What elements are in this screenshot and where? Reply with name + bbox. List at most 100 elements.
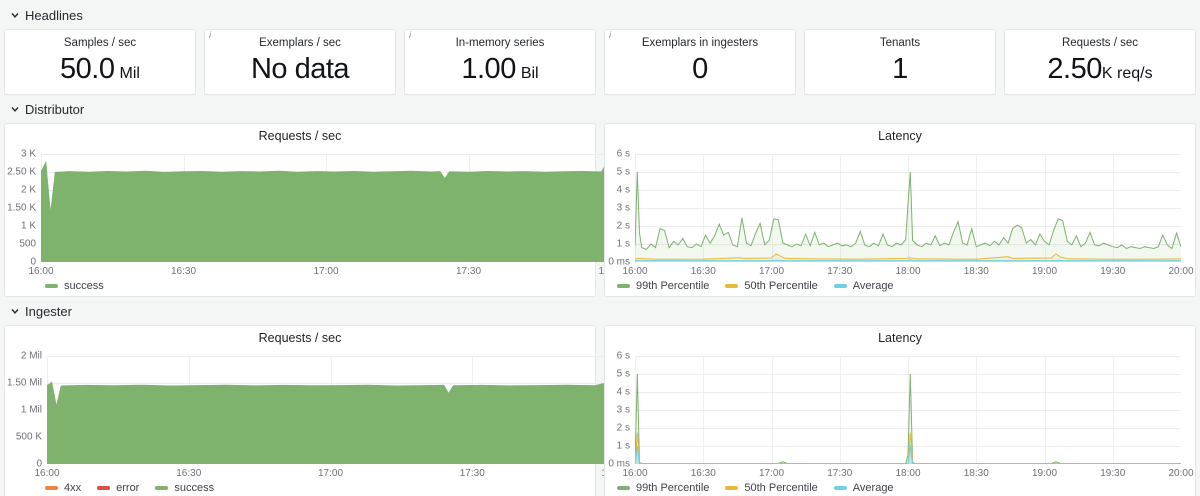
section-title: Distributor: [25, 101, 85, 117]
panel-distributor-requests: Requests / sec 0 500 1 K 1.50 K 2 K 2.50 K 3 K 1…: [4, 123, 1194, 297]
stat-value-number: 50.0: [60, 53, 115, 85]
y-axis: 0 500 K 1 Mil 1.50 Mil 2 Mil: [5, 350, 47, 470]
legend-color-mark: [833, 485, 847, 490]
x-tick-label: 20:00: [1168, 266, 1194, 277]
x-tick-label: 16:30: [170, 266, 197, 277]
chevron-down-icon: [10, 306, 20, 316]
stat-panel-0: Samples / sec 50.0 Mil: [4, 29, 196, 95]
legend-item-99th-percentile[interactable]: 99th Percentile: [617, 482, 709, 494]
section-header-distributor[interactable]: Distributor: [10, 101, 1196, 117]
stat-value-number: 1.00: [461, 53, 516, 85]
legend-label: 50th Percentile: [744, 279, 818, 292]
x-tick-label: 17:00: [758, 468, 785, 479]
y-tick-label: 2.50 K: [7, 166, 36, 178]
chart-plot[interactable]: [47, 350, 1181, 464]
y-tick-label: 5 s: [616, 166, 630, 178]
section-header-ingester[interactable]: Ingester: [10, 303, 1196, 319]
x-tick-label: 17:00: [317, 468, 344, 479]
info-icon[interactable]: i: [409, 30, 411, 40]
ingester-panel-row: Requests / sec 0 500 K 1 Mil 1.50 Mil 2 Mil 16…: [4, 325, 1196, 496]
panel-ingester-requests: Requests / sec 0 500 K 1 Mil 1.50 Mil 2 Mil 16…: [4, 325, 1194, 496]
x-tick-label: 17:00: [758, 266, 785, 277]
x-axis: 16:00 16:30 17:00 17:30 18:00 18:30 19:00 19:30…: [34, 466, 1193, 480]
x-tick-label: 19:30: [1100, 468, 1126, 479]
y-tick-label: 2 s: [616, 422, 630, 434]
x-tick-label: 16:00: [622, 468, 648, 479]
chevron-down-icon: [10, 10, 20, 20]
legend-item-error[interactable]: error: [97, 482, 139, 494]
legend-color-mark: [617, 283, 630, 288]
legend-item-99th-percentile[interactable]: 99th Percentile: [617, 280, 709, 292]
stat-panel-title[interactable]: Samples / sec: [63, 37, 137, 49]
chart-area-ingester-latency: 0 ms 1 s 2 s 3 s 4 s 5 s 6 s 16:00 16:30 17:00 17:…: [605, 350, 1195, 496]
chart-area-distributor-latency: 0 ms 1 s 2 s 3 s 4 s 5 s 6 s 16:00 16:30 17:00 17:…: [605, 148, 1195, 296]
y-tick-label: 1.50 Mil: [6, 377, 42, 389]
legend: 4xx error success: [45, 480, 214, 495]
stat-value-unit: K req/s: [1101, 65, 1153, 82]
info-icon[interactable]: i: [609, 30, 611, 40]
legend: 99th Percentile 50th Percentile Average: [617, 480, 894, 495]
y-tick-label: 2 K: [20, 184, 36, 196]
section-title: Ingester: [25, 303, 72, 319]
legend-color-mark: [833, 283, 847, 288]
legend-color-mark: [45, 283, 58, 288]
stat-value-number: 2.50: [1047, 53, 1102, 85]
legend-label: success: [64, 279, 104, 292]
x-tick-label: 19:00: [1031, 468, 1058, 479]
legend-color-mark: [725, 485, 739, 490]
stat-panel-title[interactable]: Requests / sec: [1061, 37, 1139, 49]
chevron-down-icon: [10, 104, 20, 114]
legend: success: [45, 278, 104, 293]
stat-value-unit: Mil: [119, 65, 140, 82]
section-header-headlines[interactable]: Headlines: [10, 7, 1196, 23]
x-tick-label: 16:00: [28, 266, 54, 277]
panel-title[interactable]: Requests / sec: [258, 129, 342, 143]
x-tick-label: 19:00: [1031, 266, 1058, 277]
legend-item-50th-percentile[interactable]: 50th Percentile: [725, 279, 818, 292]
x-tick-label: 17:30: [827, 468, 853, 479]
stat-panel-title[interactable]: In-memory series: [455, 37, 545, 49]
legend-item-success[interactable]: success: [45, 280, 104, 292]
stat-panel-title[interactable]: Exemplars in ingesters: [641, 37, 759, 49]
x-tick-label: 18:00: [895, 266, 921, 277]
panel-title[interactable]: Latency: [878, 331, 922, 345]
x-tick-label: 18:30: [963, 266, 989, 277]
y-axis: 0 500 1 K 1.50 K 2 K 2.50 K 3 K: [5, 148, 41, 268]
legend-label: 99th Percentile: [636, 481, 710, 494]
legend-item-4xx[interactable]: 4xx: [45, 482, 81, 494]
y-tick-label: 0 ms: [608, 256, 630, 268]
y-tick-label: 500 K: [15, 431, 42, 443]
stat-value: 1: [892, 49, 908, 94]
y-tick-label: 3 s: [616, 202, 630, 214]
panel-title[interactable]: Requests / sec: [258, 331, 342, 345]
x-tick-label: 18:00: [895, 468, 921, 479]
legend-label: 99th Percentile: [636, 279, 710, 292]
y-tick-label: 1 Mil: [20, 404, 42, 416]
stat-panel-title[interactable]: Exemplars / sec: [259, 37, 341, 49]
stat-panel-title[interactable]: Tenants: [879, 37, 921, 49]
y-tick-label: 4 s: [616, 184, 630, 196]
legend-item-average[interactable]: Average: [833, 280, 894, 292]
y-tick-label: 0: [36, 458, 42, 470]
legend-item-50th-percentile[interactable]: 50th Percentile: [725, 482, 818, 494]
stat-panel-3: i Exemplars in ingesters 0: [604, 29, 796, 95]
legend-color-mark: [97, 485, 111, 490]
y-tick-label: 6 s: [616, 350, 630, 362]
y-tick-label: 4 s: [616, 386, 630, 398]
info-icon[interactable]: i: [209, 30, 211, 40]
section-title: Headlines: [25, 7, 83, 23]
legend-item-average[interactable]: Average: [833, 482, 894, 494]
y-tick-label: 1 K: [20, 220, 36, 232]
y-tick-label: 5 s: [616, 368, 630, 380]
y-tick-label: 1 s: [616, 238, 630, 250]
x-tick-label: 17:30: [459, 468, 485, 479]
stat-panel-2: i In-memory series 1.00 Bil: [404, 29, 596, 95]
chart-plot[interactable]: [41, 148, 1181, 262]
distributor-panel-row: Requests / sec 0 500 1 K 1.50 K 2 K 2.50 K 3 K 1…: [4, 123, 1196, 297]
chart-plot[interactable]: [635, 148, 1181, 262]
panel-title[interactable]: Latency: [878, 129, 922, 143]
legend-item-success[interactable]: success: [155, 482, 214, 494]
stat-panel-4: Tenants 1: [804, 29, 996, 95]
chart-plot[interactable]: [635, 350, 1181, 464]
